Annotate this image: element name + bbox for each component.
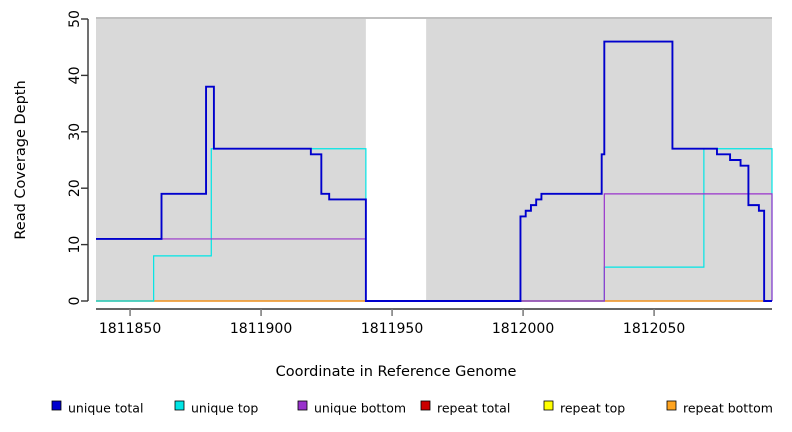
legend-label: unique total (68, 401, 143, 416)
y-tick-label: 10 (67, 236, 83, 254)
y-tick-label: 20 (67, 179, 83, 197)
legend-item: repeat top (543, 400, 625, 416)
x-tick-label: 1812050 (623, 321, 685, 337)
x-tick-label: 1811950 (361, 321, 423, 337)
legend-label: unique top (191, 401, 258, 416)
legend-item: unique total (51, 400, 143, 416)
plot-shaded-bands (96, 19, 772, 301)
series-layer (96, 40, 773, 302)
legend-item: unique top (174, 400, 258, 416)
legend-swatch (51, 400, 62, 411)
x-axis-title: Coordinate in Reference Genome (276, 364, 517, 380)
y-tick-label: 50 (67, 10, 83, 28)
legend-label: repeat total (437, 401, 510, 416)
legend-swatch (666, 400, 677, 411)
legend-item: repeat total (420, 400, 510, 416)
legend-label: repeat bottom (683, 401, 773, 416)
x-tick-label: 1812000 (492, 321, 554, 337)
legend-swatch (297, 400, 308, 411)
y-tick-label: 40 (67, 66, 83, 84)
legend-item: unique bottom (297, 400, 406, 416)
series-line-unique-total (96, 40, 772, 302)
y-tick-label: 30 (67, 123, 83, 141)
legend-swatch (174, 400, 185, 411)
legend-item: repeat bottom (666, 400, 773, 416)
shaded-band (96, 19, 366, 301)
y-tick-label: 0 (67, 297, 83, 306)
x-tick-label: 1811850 (99, 321, 161, 337)
y-axis: 0 10 20 30 40 50 (67, 10, 89, 306)
shaded-band (426, 19, 772, 301)
legend-swatch (420, 400, 431, 411)
legend-label: repeat top (560, 401, 625, 416)
x-axis: 1811850 1811900 1811950 1812000 1812050 (96, 308, 772, 337)
y-axis-title: Read Coverage Depth (13, 80, 29, 239)
legend-label: unique bottom (314, 401, 406, 416)
x-tick-label: 1811900 (230, 321, 292, 337)
legend-swatch (543, 400, 554, 411)
chart-legend: unique total unique top unique bottom repea… (51, 400, 773, 416)
